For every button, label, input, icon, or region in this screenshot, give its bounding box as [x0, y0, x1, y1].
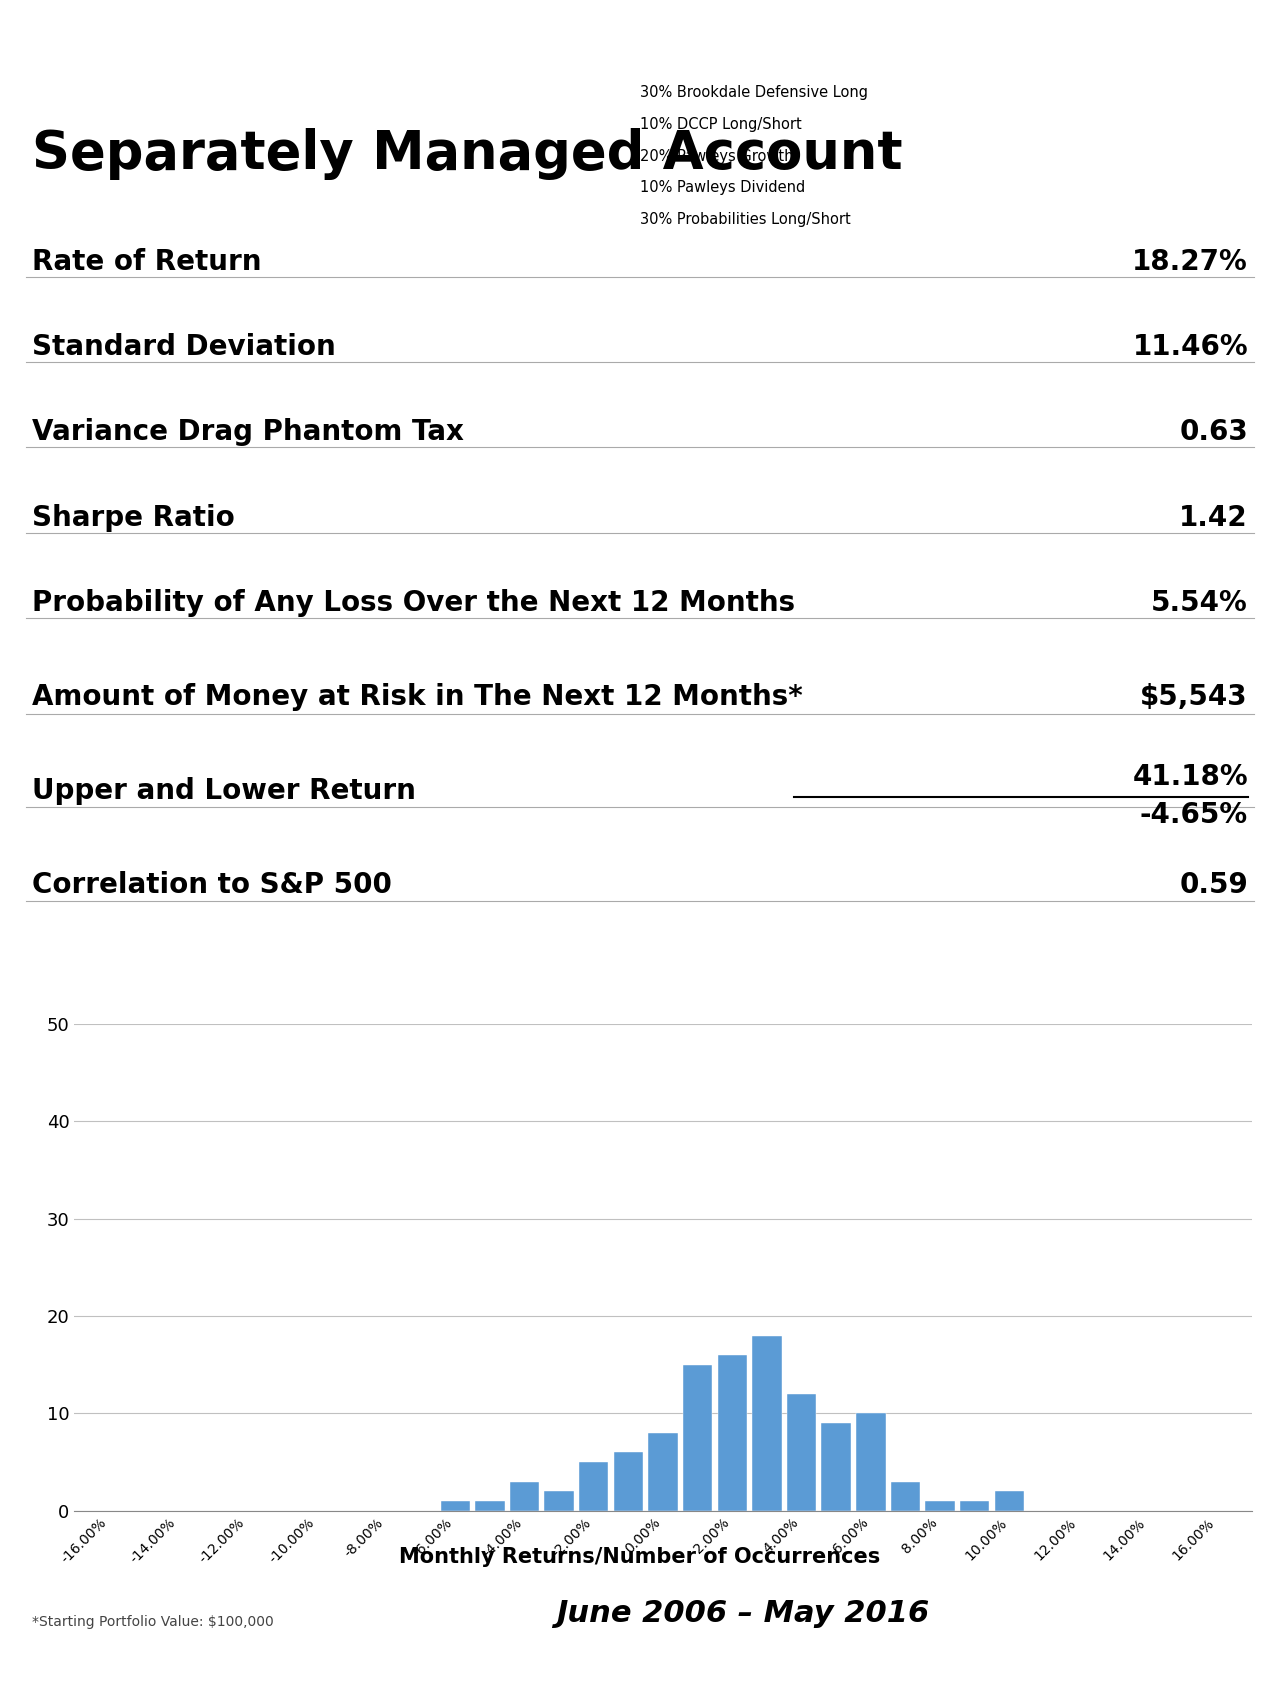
Text: Standard Deviation: Standard Deviation — [32, 333, 335, 360]
Text: $5,543: $5,543 — [1140, 683, 1248, 710]
Bar — [440, 1500, 470, 1511]
Text: -4.65%: -4.65% — [1140, 801, 1248, 828]
Text: 1.42: 1.42 — [1179, 504, 1248, 531]
Text: 10% Pawleys Dividend: 10% Pawleys Dividend — [640, 181, 805, 195]
Text: 41.18%: 41.18% — [1133, 763, 1248, 790]
Text: Separately Managed Account: Separately Managed Account — [32, 128, 902, 179]
Text: 10% DCCP Long/Short: 10% DCCP Long/Short — [640, 116, 801, 131]
Text: Variance Drag Phantom Tax: Variance Drag Phantom Tax — [32, 418, 463, 446]
Bar — [925, 1500, 955, 1511]
Bar — [787, 1395, 817, 1511]
Text: Correlation to S&P 500: Correlation to S&P 500 — [32, 871, 392, 898]
Bar — [579, 1461, 608, 1511]
Text: Monthly Returns/Number of Occurrences: Monthly Returns/Number of Occurrences — [399, 1547, 881, 1567]
Text: Sharpe Ratio: Sharpe Ratio — [32, 504, 234, 531]
Text: 0.63: 0.63 — [1179, 418, 1248, 446]
Text: June 2006 – May 2016: June 2006 – May 2016 — [556, 1599, 929, 1627]
Bar — [995, 1492, 1024, 1511]
Bar — [960, 1500, 989, 1511]
Text: 20% Pawleys Growth: 20% Pawleys Growth — [640, 149, 794, 164]
Text: 30% Probabilities Long/Short: 30% Probabilities Long/Short — [640, 212, 851, 227]
Bar — [753, 1335, 782, 1511]
Bar — [613, 1453, 643, 1511]
Bar — [509, 1482, 539, 1511]
Bar — [544, 1492, 573, 1511]
Bar — [891, 1482, 920, 1511]
Bar — [856, 1413, 886, 1511]
Bar — [649, 1432, 678, 1511]
Text: Upper and Lower Return: Upper and Lower Return — [32, 777, 416, 804]
Text: 11.46%: 11.46% — [1133, 333, 1248, 360]
Text: Probability of Any Loss Over the Next 12 Months: Probability of Any Loss Over the Next 12… — [32, 589, 795, 616]
Text: 0.59: 0.59 — [1179, 871, 1248, 898]
Text: 5.54%: 5.54% — [1151, 589, 1248, 616]
Bar — [718, 1355, 748, 1511]
Bar — [822, 1424, 851, 1511]
Text: 18.27%: 18.27% — [1133, 248, 1248, 275]
Bar — [684, 1366, 713, 1511]
Text: Rate of Return: Rate of Return — [32, 248, 261, 275]
Text: 30% Brookdale Defensive Long: 30% Brookdale Defensive Long — [640, 85, 868, 101]
Text: *Starting Portfolio Value: $100,000: *Starting Portfolio Value: $100,000 — [32, 1615, 274, 1628]
Bar — [475, 1500, 504, 1511]
Text: Amount of Money at Risk in The Next 12 Months*: Amount of Money at Risk in The Next 12 M… — [32, 683, 803, 710]
